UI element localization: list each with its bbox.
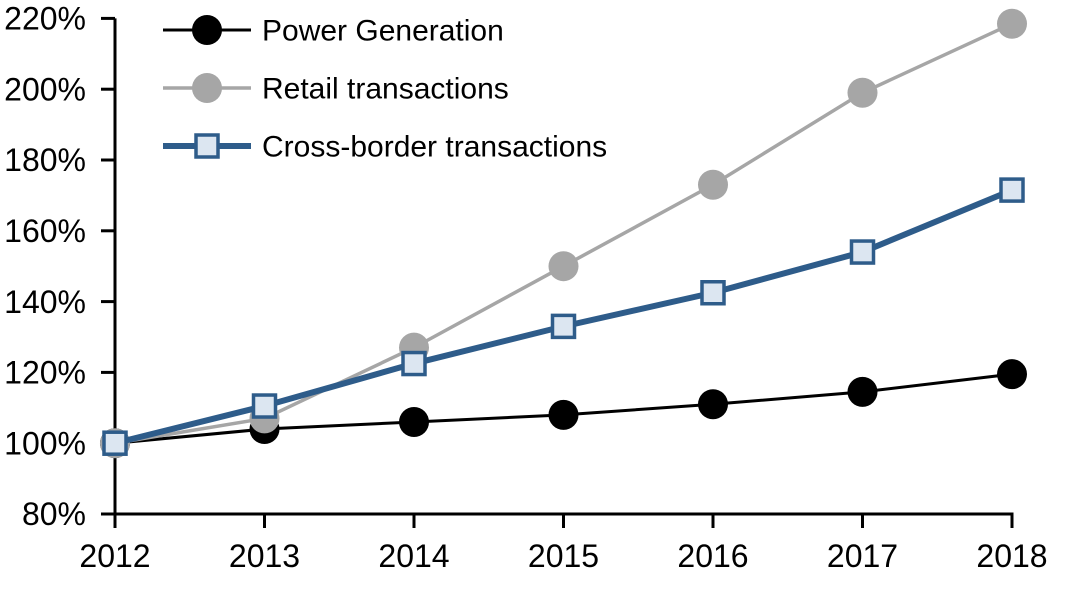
legend-marker-cross-border-transactions xyxy=(194,133,220,159)
series-marker-power-generation xyxy=(698,389,728,420)
series-cross-border-transactions xyxy=(102,177,1025,456)
series-marker-power-generation xyxy=(997,359,1027,390)
series-power-generation xyxy=(100,359,1027,459)
y-tick-label: 100% xyxy=(4,425,86,461)
y-tick-label: 220% xyxy=(4,1,86,37)
series-marker-cross-border-transactions xyxy=(401,350,427,377)
x-tick-label: 2018 xyxy=(976,538,1047,574)
x-tick-label: 2013 xyxy=(229,538,300,574)
y-tick-label: 140% xyxy=(4,284,86,320)
x-tick-label: 2017 xyxy=(827,538,898,574)
series-marker-cross-border-transactions xyxy=(550,313,577,340)
legend: Power Generation Retail transactions Cross… xyxy=(163,15,607,164)
series-retail-transactions xyxy=(100,8,1027,459)
series-marker-cross-border-transactions xyxy=(700,280,726,306)
x-tick-label: 2016 xyxy=(677,538,748,574)
y-tick-label: 180% xyxy=(4,142,86,178)
series-marker-cross-border-transactions xyxy=(251,393,278,419)
legend-item-cross-border-transactions: Cross-border transactions xyxy=(163,131,607,164)
series-marker-power-generation xyxy=(548,399,579,430)
legend-label: Cross-border transactions xyxy=(262,131,607,164)
series-marker-cross-border-transactions xyxy=(849,239,876,265)
series-marker-cross-border-transactions xyxy=(999,177,1025,203)
y-tick-label: 160% xyxy=(4,213,86,249)
legend-marker-retail-transactions xyxy=(192,73,222,103)
series-marker-retail-transactions xyxy=(847,77,878,108)
x-tick-label: 2015 xyxy=(528,538,599,574)
legend-item-power-generation: Power Generation xyxy=(163,15,504,48)
series-marker-power-generation xyxy=(399,406,429,437)
series-marker-retail-transactions xyxy=(997,8,1027,39)
y-tick-label: 120% xyxy=(4,355,86,391)
legend-item-retail-transactions: Retail transactions xyxy=(163,73,509,106)
legend-label: Power Generation xyxy=(262,15,504,48)
x-tick-label: 2014 xyxy=(378,538,449,574)
legend-marker-power-generation xyxy=(192,15,222,45)
x-tick-label: 2012 xyxy=(79,538,150,574)
series-marker-retail-transactions xyxy=(548,251,579,282)
series-marker-cross-border-transactions xyxy=(102,430,128,456)
series-marker-retail-transactions xyxy=(698,169,728,200)
series-marker-power-generation xyxy=(847,376,878,407)
y-tick-label: 80% xyxy=(22,496,86,532)
axes: 80% 100% 120% 140% 160% 180% 200% 220% 2012 2013 2… xyxy=(4,1,1047,574)
y-tick-label: 200% xyxy=(4,71,86,107)
legend-label: Retail transactions xyxy=(262,73,509,106)
